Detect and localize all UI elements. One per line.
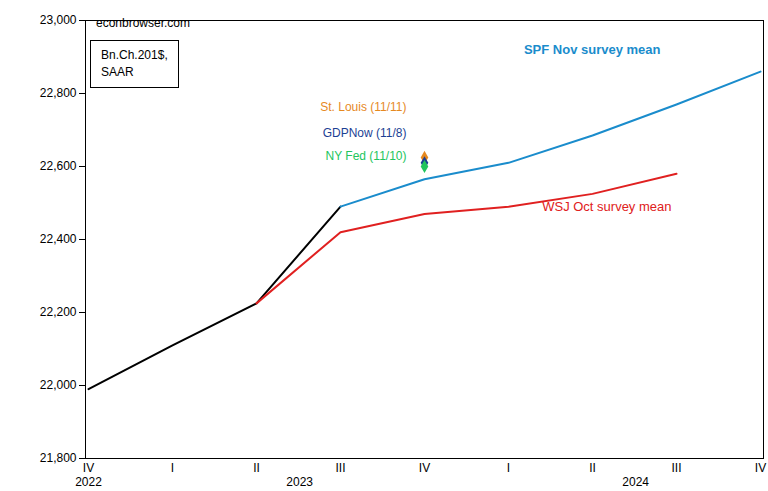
svg-text:III: III xyxy=(335,461,345,475)
svg-text:2023: 2023 xyxy=(286,475,313,489)
svg-text:21,800: 21,800 xyxy=(40,451,77,465)
svg-text:SPF Nov survey mean: SPF Nov survey mean xyxy=(524,42,661,57)
svg-text:GDPNow (11/8): GDPNow (11/8) xyxy=(323,126,407,140)
svg-text:I: I xyxy=(507,461,510,475)
svg-text:22,800: 22,800 xyxy=(40,86,77,100)
svg-text:St. Louis (11/11): St. Louis (11/11) xyxy=(320,100,406,114)
svg-text:NY Fed (11/10): NY Fed (11/10) xyxy=(326,149,407,163)
svg-text:2022: 2022 xyxy=(75,475,102,489)
svg-text:III: III xyxy=(671,461,681,475)
svg-text:IV: IV xyxy=(755,461,766,475)
svg-text:2024: 2024 xyxy=(622,475,649,489)
html-text:Bn.Ch.201$, SAAR: Bn.Ch.201$, SAAR xyxy=(101,48,168,79)
svg-text:II: II xyxy=(253,461,260,475)
svg-text:IV: IV xyxy=(419,461,430,475)
svg-text:IV: IV xyxy=(83,461,94,475)
svg-text:22,600: 22,600 xyxy=(40,159,77,173)
svg-text:WSJ Oct survey mean: WSJ Oct survey mean xyxy=(542,199,671,214)
svg-text:I: I xyxy=(171,461,174,475)
svg-text:22,000: 22,000 xyxy=(40,378,77,392)
svg-text:22,200: 22,200 xyxy=(40,305,77,319)
html-text:econbrowser.com: econbrowser.com xyxy=(96,16,190,30)
svg-text:23,000: 23,000 xyxy=(40,13,77,27)
svg-text:22,400: 22,400 xyxy=(40,232,77,246)
svg-text:II: II xyxy=(589,461,596,475)
